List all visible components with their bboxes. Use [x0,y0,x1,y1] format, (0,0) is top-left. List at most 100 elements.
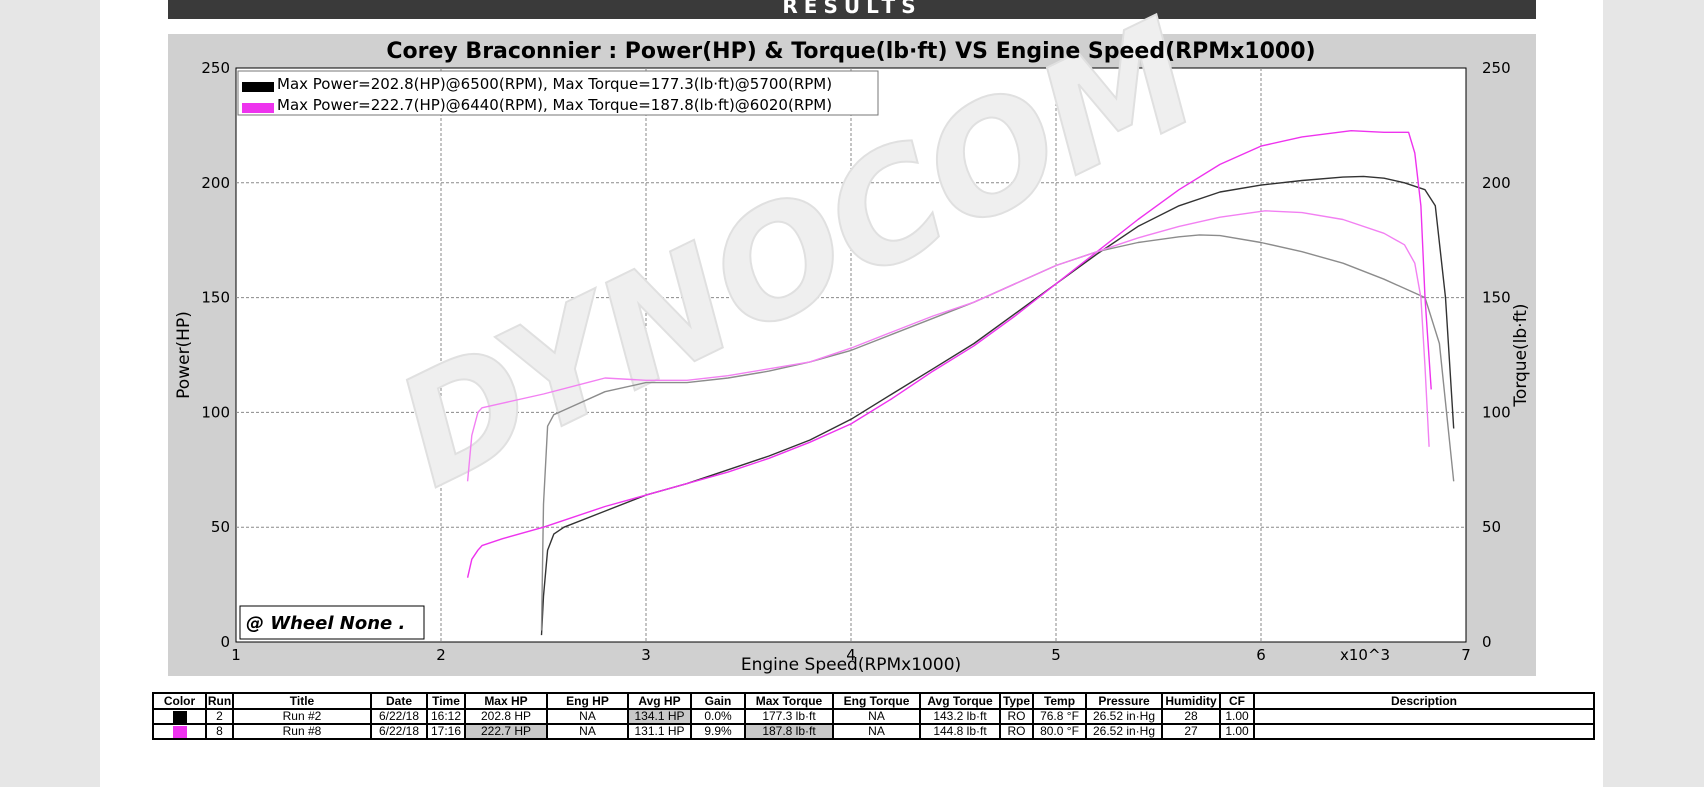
col-header: Avg HP [627,692,692,710]
cell-gain: 0.0% [690,708,746,725]
cell-title: Run #8 [232,723,372,740]
cell-description [1253,723,1595,740]
cell-gain: 9.9% [690,723,746,740]
cell-date: 6/22/18 [370,708,428,725]
wheel-badge: @ Wheel None . [239,605,425,640]
cell-temp: 80.0 °F [1032,723,1087,740]
col-header: Avg Torque [919,692,1001,710]
x-tick-label: 6 [1256,646,1266,664]
y-tick-label-right: 250 [1482,59,1511,77]
results-header-bar: RESULTS [168,0,1536,19]
wheel-badge-text: @ Wheel None . [246,613,405,634]
col-header: Humidity [1161,692,1221,710]
cell-time: 17:16 [426,723,466,740]
col-header: Date [370,692,428,710]
chart-title: Corey Braconnier : Power(HP) & Torque(lb… [386,39,1315,64]
x-tick-label: 3 [641,646,651,664]
col-header: Color [152,692,207,710]
cell-avg-hp: 134.1 HP [627,708,692,725]
cell-max-hp: 222.7 HP [464,723,548,740]
x-multiplier-label: x10^3 [1340,646,1390,664]
run-color-swatch [172,711,187,722]
runs-table: Color Run Title Date Time Max HP Eng HP … [152,692,1595,740]
col-header: Gain [690,692,746,710]
cell-avg-torque: 144.8 lb·ft [919,723,1001,740]
series-line [466,129,1432,578]
legend-entry: Max Power=222.7(HP)@6440(RPM), Max Torqu… [277,96,832,114]
y-tick-label-right: 50 [1482,518,1501,536]
cell-cf: 1.00 [1219,723,1255,740]
x-tick-label: 5 [1051,646,1061,664]
series [466,129,1455,636]
cell-pressure: 26.52 in·Hg [1085,723,1163,740]
cell-eng-hp: NA [546,723,629,740]
cell-description [1253,708,1595,725]
color-cell [152,708,207,725]
y-tick-label-left: 150 [201,289,230,307]
cell-avg-hp: 131.1 HP [627,723,692,740]
legend-entry: Max Power=202.8(HP)@6500(RPM), Max Torqu… [277,75,832,93]
cell-run: 2 [205,708,234,725]
col-header: CF [1219,692,1255,710]
col-header: Pressure [1085,692,1163,710]
y-tick-label-left: 250 [201,59,230,77]
col-header: Type [999,692,1034,710]
col-header: Eng HP [546,692,629,710]
x-tick-label: 4 [846,646,856,664]
col-header: Eng Torque [832,692,921,710]
series-line [540,175,1455,636]
table-row[interactable]: 8 Run #8 6/22/18 17:16 222.7 HP NA 131.1… [152,723,1595,740]
cell-max-hp: 202.8 HP [464,708,548,725]
col-header: Max Torque [744,692,834,710]
cell-max-torque: 177.3 lb·ft [744,708,834,725]
cell-run: 8 [205,723,234,740]
y-tick-label-right: 150 [1482,289,1511,307]
cell-type: RO [999,723,1034,740]
legend: Max Power=202.8(HP)@6500(RPM), Max Torqu… [237,70,879,116]
cell-humidity: 28 [1161,708,1221,725]
col-header: Max HP [464,692,548,710]
y-tick-label-left: 200 [201,174,230,192]
cell-pressure: 26.52 in·Hg [1085,708,1163,725]
col-header: Description [1253,692,1595,710]
cell-eng-torque: NA [832,708,921,725]
x-tick-label: 1 [231,646,241,664]
y-tick-label-left: 0 [220,633,230,651]
x-tick-label: 7 [1461,646,1471,664]
color-cell [152,723,207,740]
cell-eng-hp: NA [546,708,629,725]
y-tick-label-left: 100 [201,403,230,421]
y-tick-label-left: 50 [211,518,230,536]
col-header: Temp [1032,692,1087,710]
cell-type: RO [999,708,1034,725]
y-tick-label-right: 100 [1482,403,1511,421]
grid [236,68,1466,642]
y-axis-right-label: Torque(lb·ft) [1511,303,1531,407]
series-line [466,210,1430,482]
x-axis-label: Engine Speed(RPMx1000) [741,655,961,675]
col-header: Run [205,692,234,710]
col-header: Time [426,692,466,710]
y-axis-left-label: Power(HP) [174,311,194,399]
y-tick-label-right: 200 [1482,174,1511,192]
cell-max-torque: 187.8 lb·ft [744,723,834,740]
table-header-row: Color Run Title Date Time Max HP Eng HP … [152,692,1595,710]
cell-title: Run #2 [232,708,372,725]
table-row[interactable]: 2 Run #2 6/22/18 16:12 202.8 HP NA 134.1… [152,708,1595,725]
cell-avg-torque: 143.2 lb·ft [919,708,1001,725]
run-color-swatch [172,726,187,737]
cell-eng-torque: NA [832,723,921,740]
cell-temp: 76.8 °F [1032,708,1087,725]
wheel-badge-box [239,605,425,640]
cell-time: 16:12 [426,708,466,725]
legend-swatch [242,82,274,92]
cell-humidity: 27 [1161,723,1221,740]
y-tick-label-right: 0 [1482,633,1492,651]
x-tick-label: 2 [436,646,446,664]
legend-swatch [242,103,274,113]
cell-cf: 1.00 [1219,708,1255,725]
cell-date: 6/22/18 [370,723,428,740]
legend-box [237,70,879,116]
